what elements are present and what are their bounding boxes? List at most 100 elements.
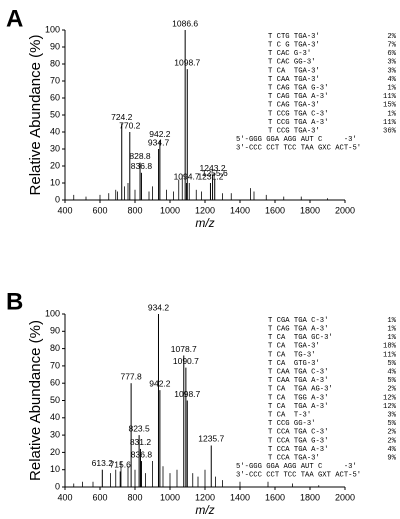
y-tick-label: 10 — [50, 464, 60, 474]
percentage: 36% — [383, 128, 397, 136]
percentage: 5% — [387, 377, 396, 385]
sequence: T CA TGA A-3' — [268, 403, 328, 411]
percentage: 4% — [387, 446, 396, 454]
sequence: T CAG TGA A-3' — [268, 326, 328, 334]
y-tick-label: 90 — [50, 326, 60, 336]
percentage: 1% — [387, 85, 396, 93]
y-tick-label: 10 — [50, 177, 60, 187]
percentage: 5% — [387, 360, 396, 368]
x-tick-label: 2000 — [335, 205, 355, 215]
x-tick-label: 400 — [57, 205, 72, 215]
sequence: T CAA TGA-3' — [268, 76, 320, 84]
y-tick-label: 100 — [45, 308, 60, 318]
x-tick-label: 800 — [127, 205, 142, 215]
peak-label: 715.6 — [110, 460, 132, 470]
percentage: 2% — [387, 429, 396, 437]
sequence: T CA GTG-3' — [268, 360, 320, 368]
peak-label: 836.8 — [131, 449, 153, 459]
sequence: T CAA TGA A-3' — [268, 377, 328, 385]
y-tick-label: 80 — [50, 58, 60, 68]
percentage: 3% — [387, 412, 396, 420]
peak-label: 836.8 — [131, 161, 153, 171]
sequence: T CCG TGA-3' — [268, 128, 320, 136]
sequence: T CAG TGA G-3' — [268, 85, 328, 93]
x-tick-label: 600 — [92, 492, 107, 502]
sequence: T CA TGA GC-3' — [268, 334, 333, 342]
sequence: T CAG TGA A-3' — [268, 93, 328, 101]
percentage: 2% — [387, 386, 396, 394]
peak-label: 1098.7 — [174, 389, 200, 399]
peak-label: 942.2 — [149, 378, 171, 388]
percentage: 18% — [383, 343, 397, 351]
peak-label: 934.7 — [148, 137, 170, 147]
peak-label: 724.2 — [111, 112, 133, 122]
x-tick-label: 1200 — [195, 492, 215, 502]
y-tick-label: 50 — [50, 109, 60, 119]
peak-label: 1086.6 — [172, 18, 198, 28]
sequence: T CCG GG-3' — [268, 420, 315, 428]
sequence: T CCA TGA G-3' — [268, 437, 328, 445]
percentage: 7% — [387, 42, 396, 50]
x-axis-label: m/z — [195, 216, 214, 230]
x-tick-label: 1400 — [230, 492, 250, 502]
x-tick-label: 1000 — [160, 492, 180, 502]
y-tick-label: 80 — [50, 343, 60, 353]
x-tick-label: 1800 — [300, 492, 320, 502]
x-axis-label: m/z — [195, 503, 214, 517]
peak-label: 1231.2 — [197, 171, 223, 181]
strand: 5'-GGG GGA AGG AUT C -3' — [236, 136, 357, 144]
sequence: T CCA TGA A-3' — [268, 446, 328, 454]
peak-label: 934.2 — [148, 302, 170, 312]
peak-label: 1098.7 — [174, 57, 200, 67]
sequence: T CCA TGA-3' — [268, 455, 320, 463]
x-tick-label: 2000 — [335, 492, 355, 502]
percentage: 12% — [383, 394, 397, 402]
strand: 5'-GGG GGA AGG AUT C -3' — [236, 463, 357, 471]
x-tick-label: 600 — [92, 205, 107, 215]
y-tick-label: 90 — [50, 41, 60, 51]
sequence: T CAA TGA C-3' — [268, 369, 328, 377]
y-tick-label: 0 — [55, 194, 60, 204]
sequence: T C G TGA-3' — [268, 42, 320, 50]
peak-label: 1255.6 — [202, 168, 228, 178]
percentage: 1% — [387, 317, 396, 325]
y-axis-label: Relative Abundance (%) — [27, 320, 44, 481]
y-tick-label: 40 — [50, 412, 60, 422]
peak-label: 777.8 — [120, 371, 142, 381]
peak-label: 1094.7 — [174, 171, 200, 181]
x-tick-label: 400 — [57, 492, 72, 502]
percentage: 4% — [387, 369, 396, 377]
sequence: T CA TG-3' — [268, 351, 315, 359]
percentage: 2% — [387, 33, 396, 41]
percentage: 15% — [383, 102, 397, 110]
x-tick-label: 1400 — [230, 205, 250, 215]
percentage: 11% — [383, 93, 397, 101]
peak-label: 1235.7 — [198, 434, 224, 444]
y-tick-label: 70 — [50, 75, 60, 85]
x-tick-label: 1800 — [300, 205, 320, 215]
panel-label: A — [6, 5, 23, 32]
percentage: 4% — [387, 76, 396, 84]
sequence: T CAC G-3' — [268, 50, 311, 58]
y-tick-label: 60 — [50, 92, 60, 102]
panel-label: B — [6, 288, 23, 315]
percentage: 11% — [383, 351, 397, 359]
y-tick-label: 70 — [50, 360, 60, 370]
sequence: T CCA TGA C-3' — [268, 429, 328, 437]
peak-label: 831.2 — [130, 437, 152, 447]
y-axis-label: Relative Abundance (%) — [27, 35, 44, 196]
peak-label: 942.2 — [149, 129, 171, 139]
peak-label: 1078.7 — [171, 344, 197, 354]
percentage: 11% — [383, 119, 397, 127]
y-tick-label: 30 — [50, 429, 60, 439]
strand: 3'-CCC CCT TCC TAA GXC ACT-5' — [236, 145, 361, 153]
x-tick-label: 1000 — [160, 205, 180, 215]
peak-label: 613.2 — [92, 458, 114, 468]
percentage: 12% — [383, 403, 397, 411]
percentage: 1% — [387, 110, 396, 118]
peak-label: 1090.7 — [173, 356, 199, 366]
x-tick-label: 1600 — [265, 205, 285, 215]
y-tick-label: 0 — [55, 481, 60, 491]
y-tick-label: 60 — [50, 378, 60, 388]
